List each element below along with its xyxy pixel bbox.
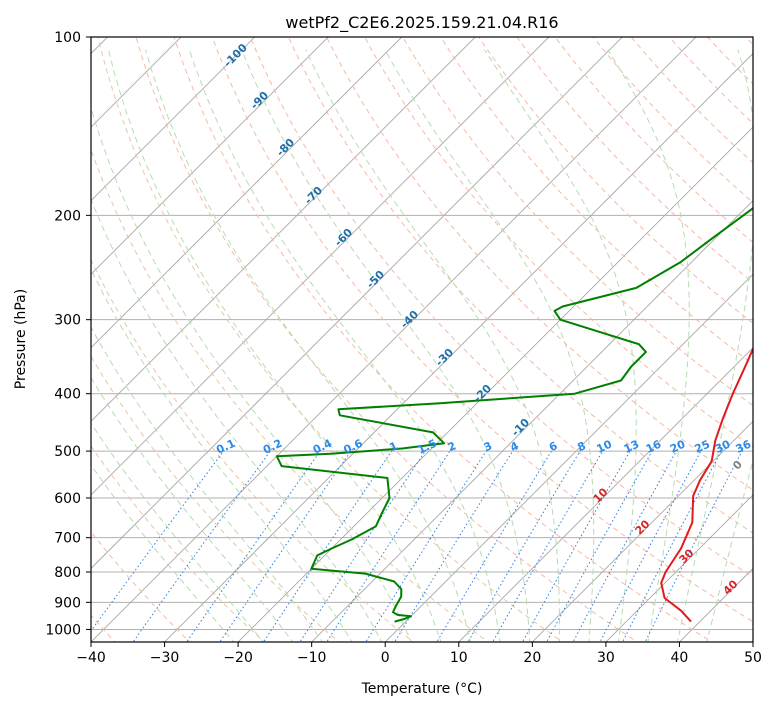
- y-tick-label: 600: [54, 491, 81, 507]
- mixing-ratio-line: [546, 448, 654, 642]
- pressure-gridlines: [91, 37, 753, 630]
- mixing-ratio-label: 30: [713, 437, 733, 455]
- x-tick-label: 20: [523, 650, 541, 666]
- mixing-ratio-line: [365, 448, 489, 642]
- y-axis-label: Pressure (hPa): [13, 289, 29, 389]
- y-tick-label: 500: [54, 444, 81, 460]
- x-tick-label: 0: [381, 650, 390, 666]
- y-tick-label: 1000: [45, 622, 81, 638]
- moist-adiabat: [188, 49, 501, 642]
- dry-adiabat: [440, 37, 753, 365]
- moist-adiabat: [706, 458, 753, 642]
- dry-adiabat: [402, 37, 753, 407]
- mixing-ratio-label: 13: [622, 438, 641, 456]
- y-tick-label: 800: [54, 565, 81, 581]
- isotherm-line: [91, 37, 403, 349]
- plot-area: -100-90-80-70-60-50-40-30-20-10102030400…: [91, 37, 754, 642]
- mixing-ratio-line: [326, 448, 453, 642]
- y-axis-ticks: 100 200 300 400 500 600 700 800 900 1000: [45, 30, 91, 638]
- moist-adiabat: [484, 49, 637, 642]
- moist-adiabat: [241, 49, 531, 642]
- mixing-ratio-line: [219, 448, 354, 642]
- temperature-profile: [660, 346, 753, 623]
- x-tick-label: −10: [297, 650, 327, 666]
- dry-adiabat: [135, 37, 639, 642]
- moist-adiabat: [305, 49, 560, 642]
- moist-adiabat: [107, 49, 442, 642]
- y-tick-label: 100: [54, 30, 81, 46]
- moist-adiabat: [91, 268, 353, 642]
- x-tick-label: −30: [150, 650, 180, 666]
- mixing-ratio-line: [299, 448, 428, 642]
- dry-adiabat: [325, 37, 753, 491]
- y-tick-label: 900: [54, 595, 81, 611]
- dry-adiabat: [249, 37, 753, 578]
- dry-adiabat: [91, 258, 415, 642]
- mixing-ratio-label: 25: [693, 438, 712, 456]
- chart-title: wetPf2_C2E6.2025.159.21.04.R16: [285, 13, 558, 33]
- dewpoint-profile: [275, 206, 753, 623]
- mixing-ratio-line: [467, 448, 583, 642]
- mixing-ratio-line: [644, 448, 744, 642]
- x-tick-label: 30: [597, 650, 615, 666]
- y-tick-label: 400: [54, 387, 81, 403]
- dry-adiabat: [516, 37, 753, 284]
- isotherm-line: [458, 347, 753, 642]
- x-axis-label: Temperature (°C): [361, 681, 483, 697]
- moist-adiabat: [91, 106, 412, 642]
- x-tick-label: 40: [671, 650, 689, 666]
- isotherm-line: [384, 273, 753, 642]
- mixing-ratio-line: [132, 448, 273, 642]
- moist-adiabat: [384, 49, 595, 642]
- mixing-ratio-lines: [91, 448, 744, 642]
- mixing-ratio-label: 36: [734, 437, 754, 455]
- isotherm-line: [531, 420, 753, 642]
- mixing-ratio-line: [185, 448, 323, 642]
- mixing-ratio-label: 10: [595, 437, 615, 455]
- sounding-profiles: [275, 206, 753, 623]
- moist-adiabat: [607, 49, 690, 642]
- mixing-ratio-line: [262, 448, 394, 642]
- mixing-ratio-line: [521, 448, 632, 642]
- isotherm-line: [91, 37, 256, 202]
- isotherm-line: [91, 37, 329, 275]
- mixing-ratio-label: 16: [644, 437, 664, 455]
- isotherm-line: [91, 37, 182, 128]
- mixing-ratio-line: [394, 448, 515, 642]
- moist-adiabat: [676, 49, 753, 642]
- moist-adiabat: [91, 326, 323, 642]
- moist-adiabat: [91, 422, 264, 642]
- x-tick-label: −20: [223, 650, 253, 666]
- isotherm-line: [605, 494, 753, 642]
- isotherm-line: [91, 37, 550, 496]
- dry-adiabat: [97, 37, 564, 642]
- y-tick-label: 200: [54, 208, 81, 224]
- mixing-ratio-line: [436, 448, 554, 642]
- moist-adiabat: [91, 376, 294, 642]
- x-tick-label: −40: [76, 650, 106, 666]
- x-tick-label: 50: [744, 650, 762, 666]
- x-axis-ticks: −40 −30 −20 −10 0 10 20 30 40 50: [76, 642, 762, 666]
- mixing-ratio-line: [622, 448, 724, 642]
- dry-adiabat: [287, 37, 753, 534]
- isotherm-line: [311, 200, 753, 642]
- y-tick-label: 700: [54, 531, 81, 547]
- moist-adiabats: [91, 49, 753, 642]
- plot-frame: [90, 36, 754, 643]
- isotherm-line: [91, 37, 624, 570]
- skewed-isotherms: [91, 37, 753, 642]
- isotherm-line: [163, 52, 753, 642]
- dry-adiabat: [211, 37, 753, 623]
- y-tick-label: 300: [54, 313, 81, 329]
- mixing-ratio-label: 20: [668, 437, 688, 455]
- moist-adiabat: [91, 464, 235, 642]
- isotherm-line: [91, 37, 476, 422]
- isotherm-line: [91, 37, 697, 642]
- x-tick-label: 10: [450, 650, 468, 666]
